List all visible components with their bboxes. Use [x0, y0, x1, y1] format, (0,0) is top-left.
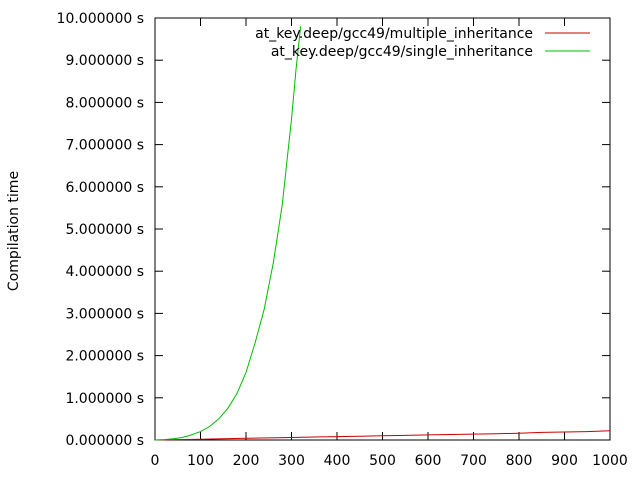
y-axis-title: Compilation time	[6, 171, 22, 291]
x-axis: 0 100 200 300 400 500 600 700 800 900 1000	[151, 18, 628, 469]
x-tick-label: 400	[324, 453, 351, 469]
y-tick-label: 7.000000 s	[65, 138, 144, 154]
x-tick-label: 700	[460, 453, 487, 469]
series-group	[154, 26, 611, 441]
series-line-1	[154, 430, 611, 441]
legend: at_key.deep/gcc49/multiple_inheritanceat…	[255, 26, 590, 60]
x-tick-label: 600	[415, 453, 442, 469]
x-tick-label: 500	[369, 453, 396, 469]
y-tick-label: 8.000000 s	[65, 95, 144, 111]
y-tick-label: 6.000000 s	[65, 180, 144, 196]
y-tick-label: 3.000000 s	[65, 306, 144, 322]
y-tick-label: 2.000000 s	[65, 349, 144, 365]
x-tick-label: 300	[278, 453, 305, 469]
y-tick-label: 5.000000 s	[65, 222, 144, 238]
y-tick-label: 9.000000 s	[65, 53, 144, 69]
x-tick-label: 0	[151, 453, 160, 469]
y-tick-label: 0.000000 s	[65, 433, 144, 449]
legend-label-2: at_key.deep/gcc49/single_inheritance	[271, 44, 533, 60]
y-tick-label: 10.000000 s	[57, 11, 144, 27]
legend-label-1: at_key.deep/gcc49/multiple_inheritance	[255, 26, 533, 42]
y-tick-label: 1.000000 s	[65, 391, 144, 407]
x-tick-label: 100	[187, 453, 214, 469]
y-axis: 0.000000 s 1.000000 s 2.000000 s 3.000000 s…	[57, 11, 610, 449]
y-tick-label: 4.000000 s	[65, 264, 144, 280]
x-tick-label: 200	[233, 453, 260, 469]
x-tick-label: 1000	[592, 453, 628, 469]
x-tick-label: 900	[551, 453, 578, 469]
x-tick-label: 800	[506, 453, 533, 469]
plot-frame	[154, 17, 611, 441]
series-line-2	[154, 26, 302, 441]
